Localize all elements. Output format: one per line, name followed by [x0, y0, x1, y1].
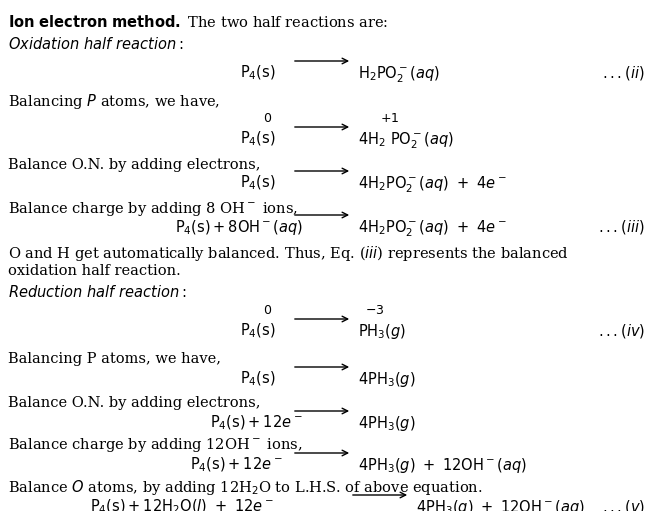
- Text: Balance charge by adding 12OH$^-$ ions,: Balance charge by adding 12OH$^-$ ions,: [8, 436, 302, 454]
- Text: $\mathit{...(v)}$: $\mathit{...(v)}$: [602, 498, 645, 511]
- Text: $\mathrm{4H_2PO_2^-}$$\mathit{(aq)}$$\mathrm{\ +\ 4}e^-$: $\mathrm{4H_2PO_2^-}$$\mathit{(aq)}$$\ma…: [358, 174, 507, 195]
- Text: $\mathrm{4H_2\ PO_2^-}$$\mathit{(aq)}$: $\mathrm{4H_2\ PO_2^-}$$\mathit{(aq)}$: [358, 130, 454, 151]
- Text: $+1$: $+1$: [380, 112, 399, 125]
- Text: Balancing $\mathit{P}$ atoms, we have,: Balancing $\mathit{P}$ atoms, we have,: [8, 92, 220, 111]
- Text: $\it{Oxidation\ half\ reaction:}$: $\it{Oxidation\ half\ reaction:}$: [8, 36, 184, 52]
- Text: $\mathrm{P_4(s)}$: $\mathrm{P_4(s)}$: [240, 130, 275, 148]
- Text: $\it{Reduction\ half\ reaction:}$: $\it{Reduction\ half\ reaction:}$: [8, 284, 187, 300]
- Text: $0$: $0$: [264, 304, 273, 317]
- Text: $\mathrm{P_4(s) + 8OH^-}$$\mathit{(aq)}$: $\mathrm{P_4(s) + 8OH^-}$$\mathit{(aq)}$: [175, 218, 303, 237]
- Text: $\mathrm{P_4(s) + 12}e^-$: $\mathrm{P_4(s) + 12}e^-$: [210, 414, 302, 432]
- Text: $0$: $0$: [264, 112, 273, 125]
- Text: Balance $\mathit{O}$ atoms, by adding 12H$_2$O to L.H.S. of above equation.: Balance $\mathit{O}$ atoms, by adding 12…: [8, 478, 482, 497]
- Text: $\mathrm{4H_2PO_2^-}$$\mathit{(aq)}$$\mathrm{\ +\ 4}e^-$: $\mathrm{4H_2PO_2^-}$$\mathit{(aq)}$$\ma…: [358, 218, 507, 239]
- Text: $\mathrm{4PH_3}$$\mathit{(g)}$$\mathrm{\ +\ 12OH^-}$$\mathit{(aq)}$: $\mathrm{4PH_3}$$\mathit{(g)}$$\mathrm{\…: [358, 456, 527, 475]
- Text: $\mathrm{P_4(s) + 12}e^-$: $\mathrm{P_4(s) + 12}e^-$: [190, 456, 283, 474]
- Text: Balancing P atoms, we have,: Balancing P atoms, we have,: [8, 352, 221, 366]
- Text: $\mathrm{P_4(s)}$: $\mathrm{P_4(s)}$: [240, 322, 275, 340]
- Text: $-3$: $-3$: [365, 304, 385, 317]
- Text: Balance O.N. by adding electrons,: Balance O.N. by adding electrons,: [8, 396, 260, 410]
- Text: $\mathit{...(iii)}$: $\mathit{...(iii)}$: [598, 218, 645, 236]
- Text: $\mathit{...(iv)}$: $\mathit{...(iv)}$: [598, 322, 645, 340]
- Text: $\mathrm{4PH_3}$$\mathit{(g)}$: $\mathrm{4PH_3}$$\mathit{(g)}$: [358, 370, 416, 389]
- Text: oxidation half reaction.: oxidation half reaction.: [8, 264, 181, 278]
- Text: $\mathrm{PH_3}$$\mathit{(g)}$: $\mathrm{PH_3}$$\mathit{(g)}$: [358, 322, 407, 341]
- Text: $\mathrm{H_2PO_2^-}$$\mathit{(aq)}$: $\mathrm{H_2PO_2^-}$$\mathit{(aq)}$: [358, 64, 440, 84]
- Text: Balance charge by adding 8 OH$^-$ ions,: Balance charge by adding 8 OH$^-$ ions,: [8, 200, 298, 218]
- Text: $\mathrm{4PH_3}$$\mathit{(g)}$: $\mathrm{4PH_3}$$\mathit{(g)}$: [358, 414, 416, 433]
- Text: $\mathrm{4PH_3}$$\mathit{(g)}$$\mathrm{\ +\ 12OH^-}$$\mathit{(aq)}$: $\mathrm{4PH_3}$$\mathit{(g)}$$\mathrm{\…: [416, 498, 585, 511]
- Text: $\mathrm{P_4(s)}$: $\mathrm{P_4(s)}$: [240, 370, 275, 388]
- Text: $\mathrm{P_4(s)}$: $\mathrm{P_4(s)}$: [240, 64, 275, 82]
- Text: $\bf{Ion\ electron\ method.}$ The two half reactions are:: $\bf{Ion\ electron\ method.}$ The two ha…: [8, 14, 388, 30]
- Text: $\mathit{...(ii)}$: $\mathit{...(ii)}$: [602, 64, 645, 82]
- Text: O and H get automatically balanced. Thus, Eq. ($\it{iii}$) represents the balanc: O and H get automatically balanced. Thus…: [8, 244, 569, 263]
- Text: $\mathrm{P_4(s)}$: $\mathrm{P_4(s)}$: [240, 174, 275, 193]
- Text: Balance O.N. by adding electrons,: Balance O.N. by adding electrons,: [8, 158, 260, 172]
- Text: $\mathrm{P_4(s) + 12H_2O}$$\mathit{(l)}$$\mathrm{\ +\ 12}e^-$: $\mathrm{P_4(s) + 12H_2O}$$\mathit{(l)}$…: [90, 498, 274, 511]
